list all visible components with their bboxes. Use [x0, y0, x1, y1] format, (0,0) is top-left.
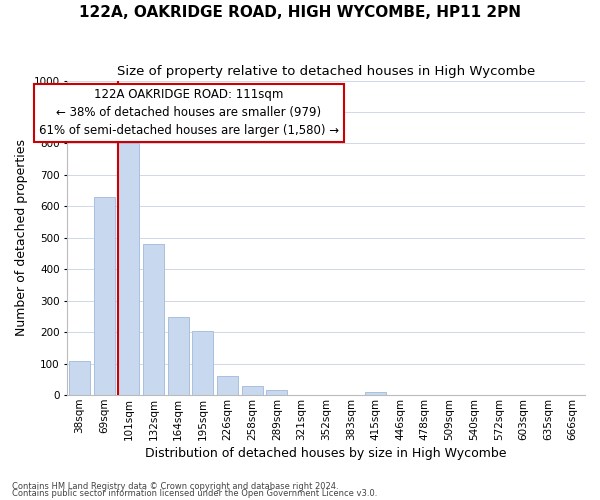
Bar [143, 244, 164, 395]
Title: Size of property relative to detached houses in High Wycombe: Size of property relative to detached ho… [117, 65, 535, 78]
Bar [193, 330, 214, 395]
Y-axis label: Number of detached properties: Number of detached properties [15, 140, 28, 336]
Bar [242, 386, 263, 395]
Text: Contains public sector information licensed under the Open Government Licence v3: Contains public sector information licen… [12, 490, 377, 498]
Bar [217, 376, 238, 395]
Bar [94, 197, 115, 395]
Text: Contains HM Land Registry data © Crown copyright and database right 2024.: Contains HM Land Registry data © Crown c… [12, 482, 338, 491]
X-axis label: Distribution of detached houses by size in High Wycombe: Distribution of detached houses by size … [145, 447, 507, 460]
Bar [168, 316, 189, 395]
Text: 122A OAKRIDGE ROAD: 111sqm
← 38% of detached houses are smaller (979)
61% of sem: 122A OAKRIDGE ROAD: 111sqm ← 38% of deta… [39, 88, 339, 138]
Bar [365, 392, 386, 395]
Bar [118, 144, 139, 395]
Bar [69, 360, 90, 395]
Text: 122A, OAKRIDGE ROAD, HIGH WYCOMBE, HP11 2PN: 122A, OAKRIDGE ROAD, HIGH WYCOMBE, HP11 … [79, 5, 521, 20]
Bar [266, 390, 287, 395]
